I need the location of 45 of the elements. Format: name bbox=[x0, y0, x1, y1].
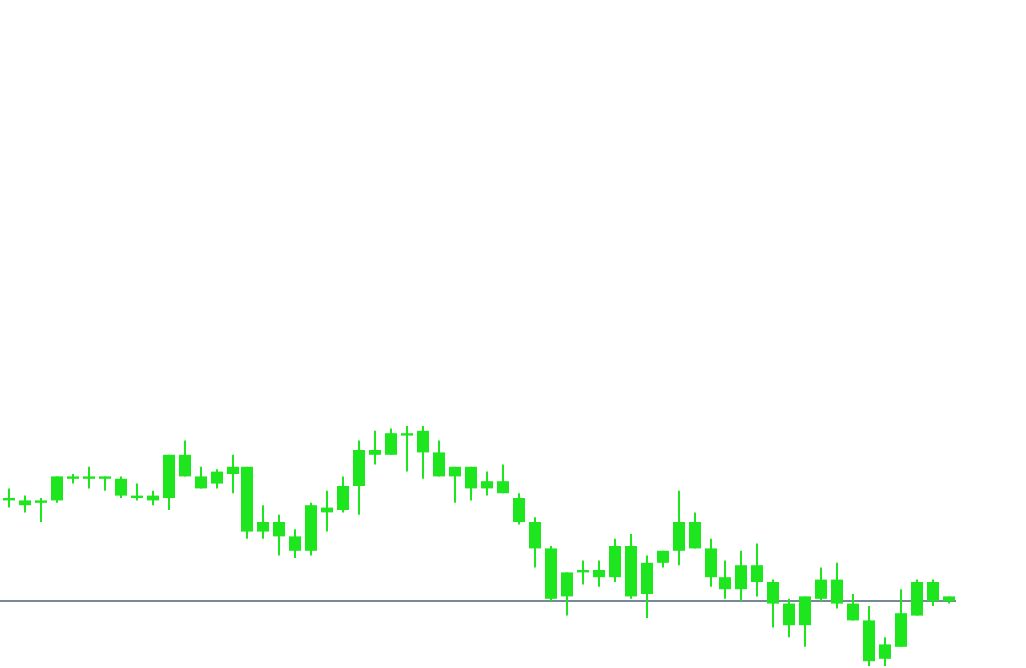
candlestick bbox=[481, 470, 493, 497]
candlestick bbox=[641, 554, 653, 619]
candlestick bbox=[433, 439, 445, 478]
candlestick bbox=[783, 597, 795, 639]
candlestick bbox=[529, 516, 541, 569]
candlestick bbox=[465, 465, 477, 502]
candlestick bbox=[369, 429, 381, 466]
candlestick bbox=[879, 636, 891, 667]
candlestick bbox=[847, 593, 859, 622]
candlestick bbox=[115, 475, 127, 499]
candlestick bbox=[449, 465, 461, 504]
candlestick bbox=[305, 501, 317, 557]
candlestick bbox=[513, 492, 525, 526]
candlestick bbox=[51, 475, 63, 504]
candlestick bbox=[927, 578, 939, 607]
candlestick bbox=[863, 605, 875, 667]
candlestick bbox=[911, 578, 923, 617]
candlestick bbox=[35, 497, 47, 523]
candlestick bbox=[289, 528, 301, 559]
candlestick bbox=[497, 463, 509, 495]
candlestick bbox=[895, 588, 907, 648]
candlestick bbox=[353, 439, 365, 516]
candlestick bbox=[401, 425, 413, 473]
candlestick bbox=[273, 513, 285, 557]
candlestick bbox=[417, 425, 429, 480]
candlestick bbox=[815, 566, 827, 603]
candlestick bbox=[211, 468, 223, 490]
candlestick bbox=[751, 542, 763, 598]
candlestick bbox=[337, 475, 349, 514]
candlestick bbox=[163, 453, 175, 511]
candlestick bbox=[609, 537, 621, 583]
candlestick bbox=[831, 561, 843, 610]
candlestick bbox=[83, 465, 95, 490]
candlestick bbox=[799, 595, 811, 648]
candlestick bbox=[593, 559, 605, 588]
candlestick bbox=[719, 559, 731, 600]
candlestick bbox=[561, 571, 573, 617]
candlestick bbox=[673, 489, 685, 567]
candlestick bbox=[385, 427, 397, 456]
candlestick bbox=[689, 511, 701, 550]
candlestick bbox=[767, 578, 779, 629]
candlestick bbox=[705, 537, 717, 588]
candlestick bbox=[257, 504, 269, 540]
candlestick bbox=[735, 549, 747, 603]
candlestick bbox=[179, 439, 191, 478]
